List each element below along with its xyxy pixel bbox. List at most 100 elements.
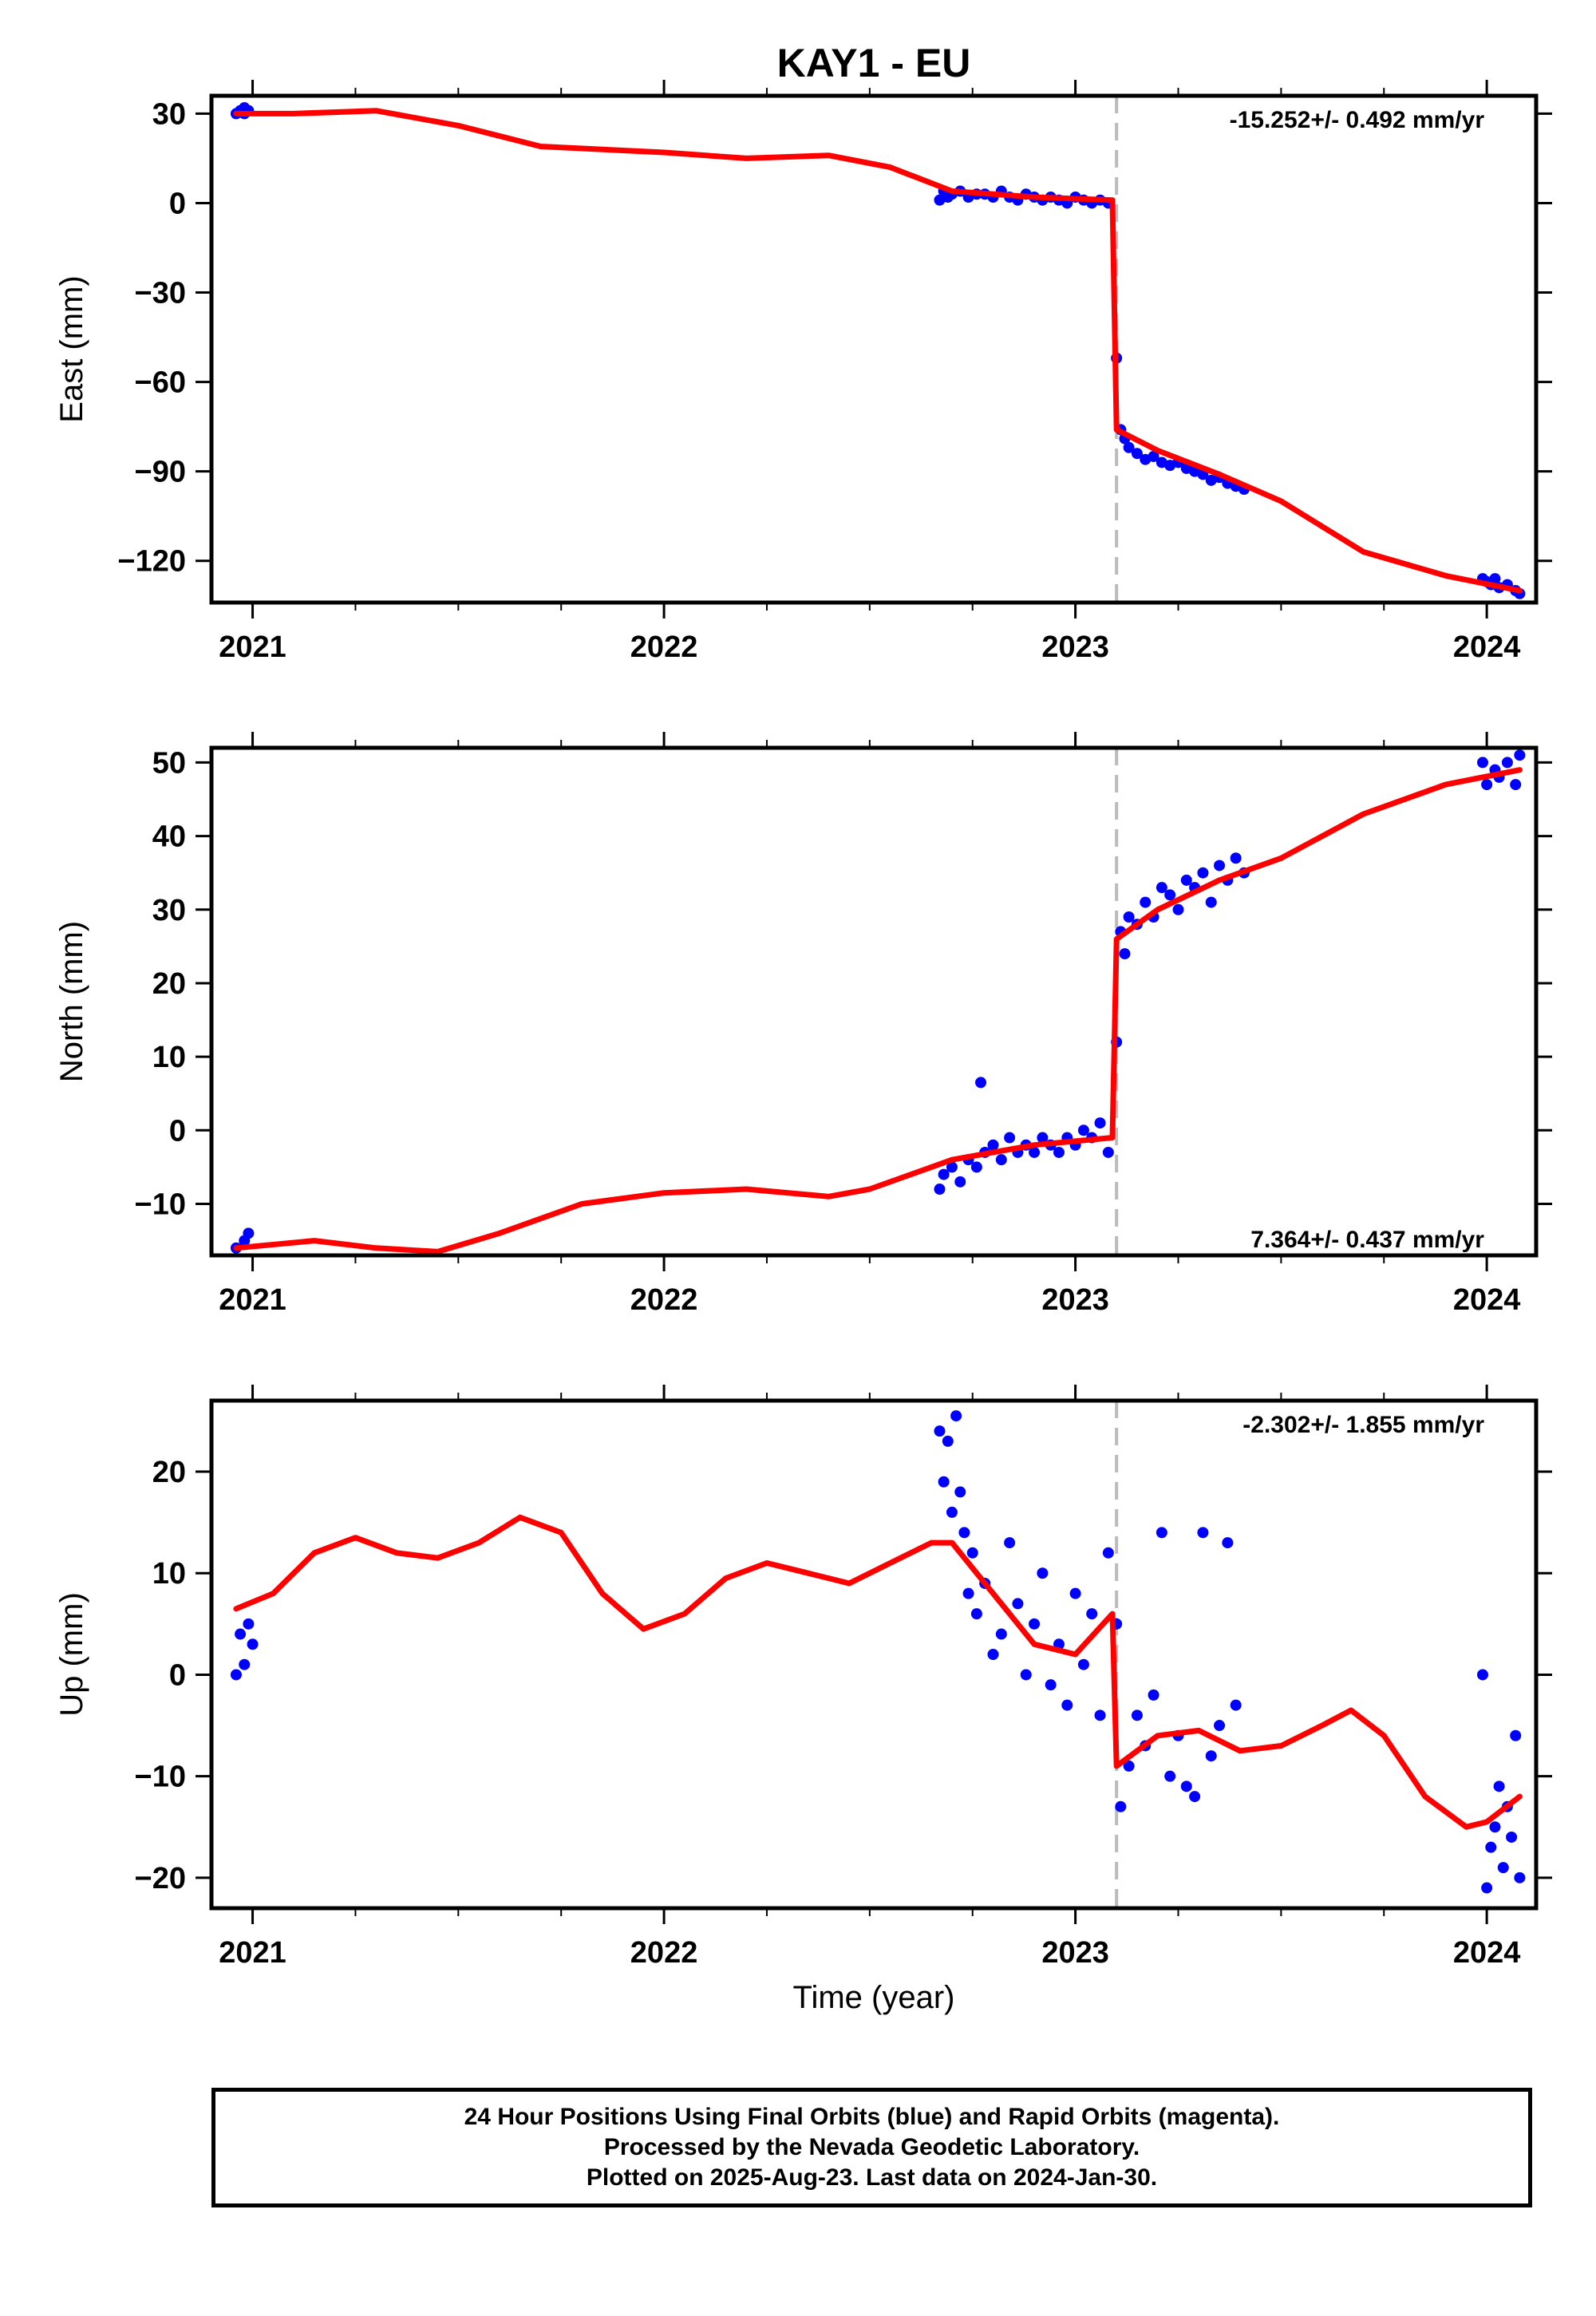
- data-point: [1489, 1821, 1501, 1833]
- x-tick-label: 2023: [1041, 1283, 1109, 1317]
- x-tick-label: 2021: [219, 630, 286, 664]
- data-point: [987, 1139, 999, 1151]
- data-point: [1004, 1537, 1016, 1549]
- data-point: [1037, 1567, 1049, 1579]
- y-tick-label: 0: [169, 187, 186, 220]
- x-tick-label: 2024: [1453, 1283, 1521, 1317]
- data-point: [1123, 911, 1135, 923]
- data-point: [1148, 1689, 1159, 1701]
- data-point: [1061, 1699, 1073, 1711]
- data-point: [1164, 1770, 1176, 1782]
- data-point: [1180, 1780, 1192, 1792]
- data-point: [1205, 896, 1217, 908]
- data-point: [1004, 1132, 1016, 1144]
- y-tick-label: −30: [135, 277, 186, 310]
- plot-frame: [209, 93, 1539, 605]
- data-point: [1053, 1146, 1065, 1158]
- data-point: [1164, 889, 1176, 901]
- data-point: [1510, 779, 1522, 791]
- data-point: [995, 1154, 1007, 1166]
- data-point: [1012, 1598, 1024, 1610]
- data-point: [970, 1161, 982, 1173]
- data-point: [946, 1506, 958, 1518]
- data-point: [1180, 874, 1192, 886]
- footer-line-processor: Processed by the Nevada Geodetic Laborat…: [603, 2134, 1140, 2160]
- data-point: [1131, 448, 1143, 460]
- data-point: [1102, 1146, 1114, 1158]
- data-point: [230, 1669, 242, 1681]
- processing-info-box: 24 Hour Positions Using Final Orbits (bl…: [211, 2088, 1532, 2207]
- data-point: [954, 1486, 966, 1498]
- x-tick-label: 2024: [1453, 1936, 1521, 1970]
- y-tick-label: −90: [135, 456, 186, 489]
- y-tick-label: 30: [152, 97, 186, 131]
- data-point: [1510, 1729, 1522, 1741]
- data-point: [1029, 1618, 1041, 1630]
- y-tick-label: −10: [135, 1761, 186, 1794]
- data-point: [1481, 1882, 1493, 1894]
- data-point: [1222, 1537, 1234, 1549]
- data-point: [975, 1077, 987, 1089]
- data-point: [962, 1587, 974, 1599]
- data-point: [1069, 1587, 1081, 1599]
- data-point: [243, 1227, 255, 1239]
- data-point: [1197, 1527, 1209, 1539]
- model-curve: [233, 1514, 1523, 1830]
- y-tick-label: −10: [135, 1188, 186, 1221]
- chart-title: KAY1 - EU: [777, 41, 971, 85]
- x-tick-label: 2022: [630, 1283, 698, 1317]
- data-point: [950, 1410, 962, 1422]
- up-panel: 2021 2022 2023 2024 20 10 0 −10 −20 Up (mm) -2.302…: [54, 1385, 1552, 1970]
- north-panel: 2021 2022 2023 2024 50 40 30 20 10 0 −10 North (mm)…: [54, 732, 1552, 1317]
- data-point: [1119, 948, 1131, 960]
- data-point: [1102, 1547, 1114, 1559]
- data-point: [1214, 1720, 1226, 1732]
- data-point: [970, 1608, 982, 1620]
- data-point: [1197, 867, 1209, 879]
- data-point: [1493, 1780, 1505, 1792]
- y-axis-label: Up (mm): [54, 1592, 89, 1717]
- data-point: [995, 1628, 1007, 1640]
- data-point: [1077, 1124, 1089, 1136]
- data-point: [934, 1184, 946, 1196]
- model-curve: [233, 108, 1523, 594]
- data-point: [1094, 1117, 1106, 1129]
- data-point: [1140, 896, 1152, 908]
- velocity-label: -15.252+/- 0.492 mm/yr: [1230, 107, 1485, 133]
- data-point: [1077, 1658, 1089, 1670]
- y-tick-label: 40: [152, 820, 186, 854]
- data-point: [1476, 1669, 1488, 1681]
- y-axis-label: East (mm): [54, 275, 89, 422]
- data-point: [1230, 1699, 1242, 1711]
- velocity-label: -2.302+/- 1.855 mm/yr: [1242, 1412, 1484, 1438]
- data-point: [1205, 1750, 1217, 1762]
- data-point: [1131, 1709, 1143, 1721]
- data-point: [1485, 1841, 1497, 1853]
- plot-frame: [209, 1398, 1539, 1911]
- data-point: [1497, 1862, 1509, 1874]
- y-tick-label: −120: [117, 545, 186, 579]
- data-point: [1148, 450, 1159, 462]
- y-tick-label: 0: [169, 1658, 186, 1692]
- model-curve: [233, 767, 1523, 1255]
- x-tick-label: 2024: [1453, 630, 1521, 664]
- data-point: [1123, 1760, 1135, 1772]
- data-point: [1115, 1800, 1127, 1812]
- data-point: [1156, 882, 1167, 894]
- y-axis-label: North (mm): [54, 921, 89, 1082]
- y-tick-label: 10: [152, 1557, 186, 1591]
- data-point: [934, 1425, 946, 1437]
- data-point: [987, 1649, 999, 1660]
- footer-line-dates: Plotted on 2025-Aug-23. Last data on 202…: [586, 2164, 1158, 2191]
- east-panel: 2021 2022 2023 2024 30 0 −30 −60 −90 −120 East (mm…: [54, 80, 1552, 664]
- data-point: [938, 1168, 950, 1180]
- x-axis-label: Time (year): [793, 1980, 955, 2015]
- plot-frame: [209, 745, 1539, 1258]
- data-point: [946, 1161, 958, 1173]
- data-point: [243, 1618, 255, 1630]
- x-tick-label: 2023: [1041, 1936, 1109, 1970]
- data-point: [1094, 1709, 1106, 1721]
- data-point: [1086, 1608, 1098, 1620]
- data-point: [239, 1658, 251, 1670]
